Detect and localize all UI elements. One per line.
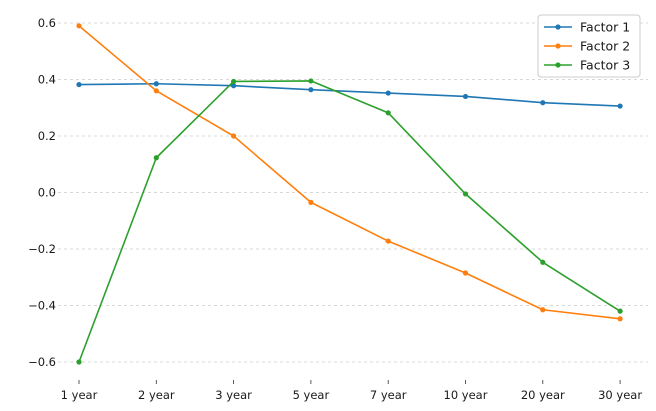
- y-tick-label: 0.4: [38, 73, 56, 87]
- data-point-factor-2: [231, 133, 237, 139]
- y-tick-label: 0.6: [38, 16, 56, 30]
- x-tick-label: 3 year: [215, 388, 252, 402]
- legend-swatch-marker: [555, 43, 561, 49]
- legend-label: Factor 3: [580, 58, 630, 73]
- data-point-factor-1: [462, 93, 469, 100]
- data-point-factor-2: [153, 88, 159, 94]
- legend-item-factor-1: Factor 1: [544, 20, 630, 35]
- legend-label: Factor 2: [580, 39, 630, 54]
- series-line-factor-1: [78, 82, 621, 107]
- x-tick-label: 7 year: [370, 388, 407, 402]
- y-axis-ticks: −0.6 −0.4 −0.2 0.0 0.2 0.4 0.6: [28, 16, 56, 369]
- legend: Factor 1 Factor 2 Factor 3: [537, 14, 641, 78]
- series-line-factor-2: [78, 25, 621, 320]
- series-line-factor-3: [78, 80, 621, 363]
- series-factor-2: [76, 23, 623, 322]
- y-tick-label: −0.6: [28, 355, 56, 369]
- data-point-factor-3: [385, 110, 391, 116]
- data-point-factor-2: [462, 270, 469, 276]
- data-point-factor-2: [385, 238, 391, 244]
- y-tick-label: −0.4: [28, 299, 56, 313]
- y-tick-label: −0.2: [28, 242, 56, 256]
- x-tick-label: 20 year: [521, 388, 565, 402]
- x-tick-label: 1 year: [61, 388, 98, 402]
- series-factor-1: [76, 81, 623, 109]
- data-point-factor-1: [308, 87, 314, 93]
- legend-swatch-marker: [555, 62, 561, 68]
- data-point-factor-2: [76, 23, 82, 29]
- data-point-factor-3: [76, 359, 82, 365]
- data-point-factor-3: [540, 259, 546, 265]
- series-group: [76, 23, 623, 365]
- x-tick-label: 30 year: [598, 388, 642, 402]
- data-point-factor-3: [231, 78, 237, 85]
- legend-box: [537, 14, 641, 78]
- data-point-factor-3: [617, 308, 623, 314]
- legend-item-factor-3: Factor 3: [544, 58, 630, 73]
- x-axis-ticks: 1 year 2 year 3 year 5 year 7 year 10 year 20 …: [61, 380, 642, 402]
- data-point-factor-2: [308, 199, 314, 205]
- data-point-factor-3: [308, 78, 314, 84]
- x-tick-label: 10 year: [444, 388, 488, 402]
- data-point-factor-2: [540, 307, 546, 313]
- x-tick-label: 5 year: [293, 388, 330, 402]
- data-point-factor-1: [231, 83, 237, 89]
- y-tick-label: 0.2: [38, 129, 56, 143]
- series-factor-3: [76, 78, 623, 365]
- y-tick-label: 0.0: [38, 186, 56, 200]
- data-point-factor-1: [617, 103, 623, 109]
- legend-swatch-marker: [555, 24, 561, 30]
- data-point-factor-1: [76, 81, 82, 88]
- data-point-factor-3: [462, 191, 469, 197]
- data-point-factor-2: [617, 316, 623, 322]
- data-point-factor-3: [153, 155, 159, 161]
- legend-label: Factor 1: [580, 20, 630, 35]
- x-tick-label: 2 year: [138, 388, 175, 402]
- legend-item-factor-2: Factor 2: [544, 39, 630, 54]
- data-point-factor-1: [385, 90, 391, 96]
- data-point-factor-1: [540, 100, 546, 106]
- data-point-factor-1: [153, 81, 159, 87]
